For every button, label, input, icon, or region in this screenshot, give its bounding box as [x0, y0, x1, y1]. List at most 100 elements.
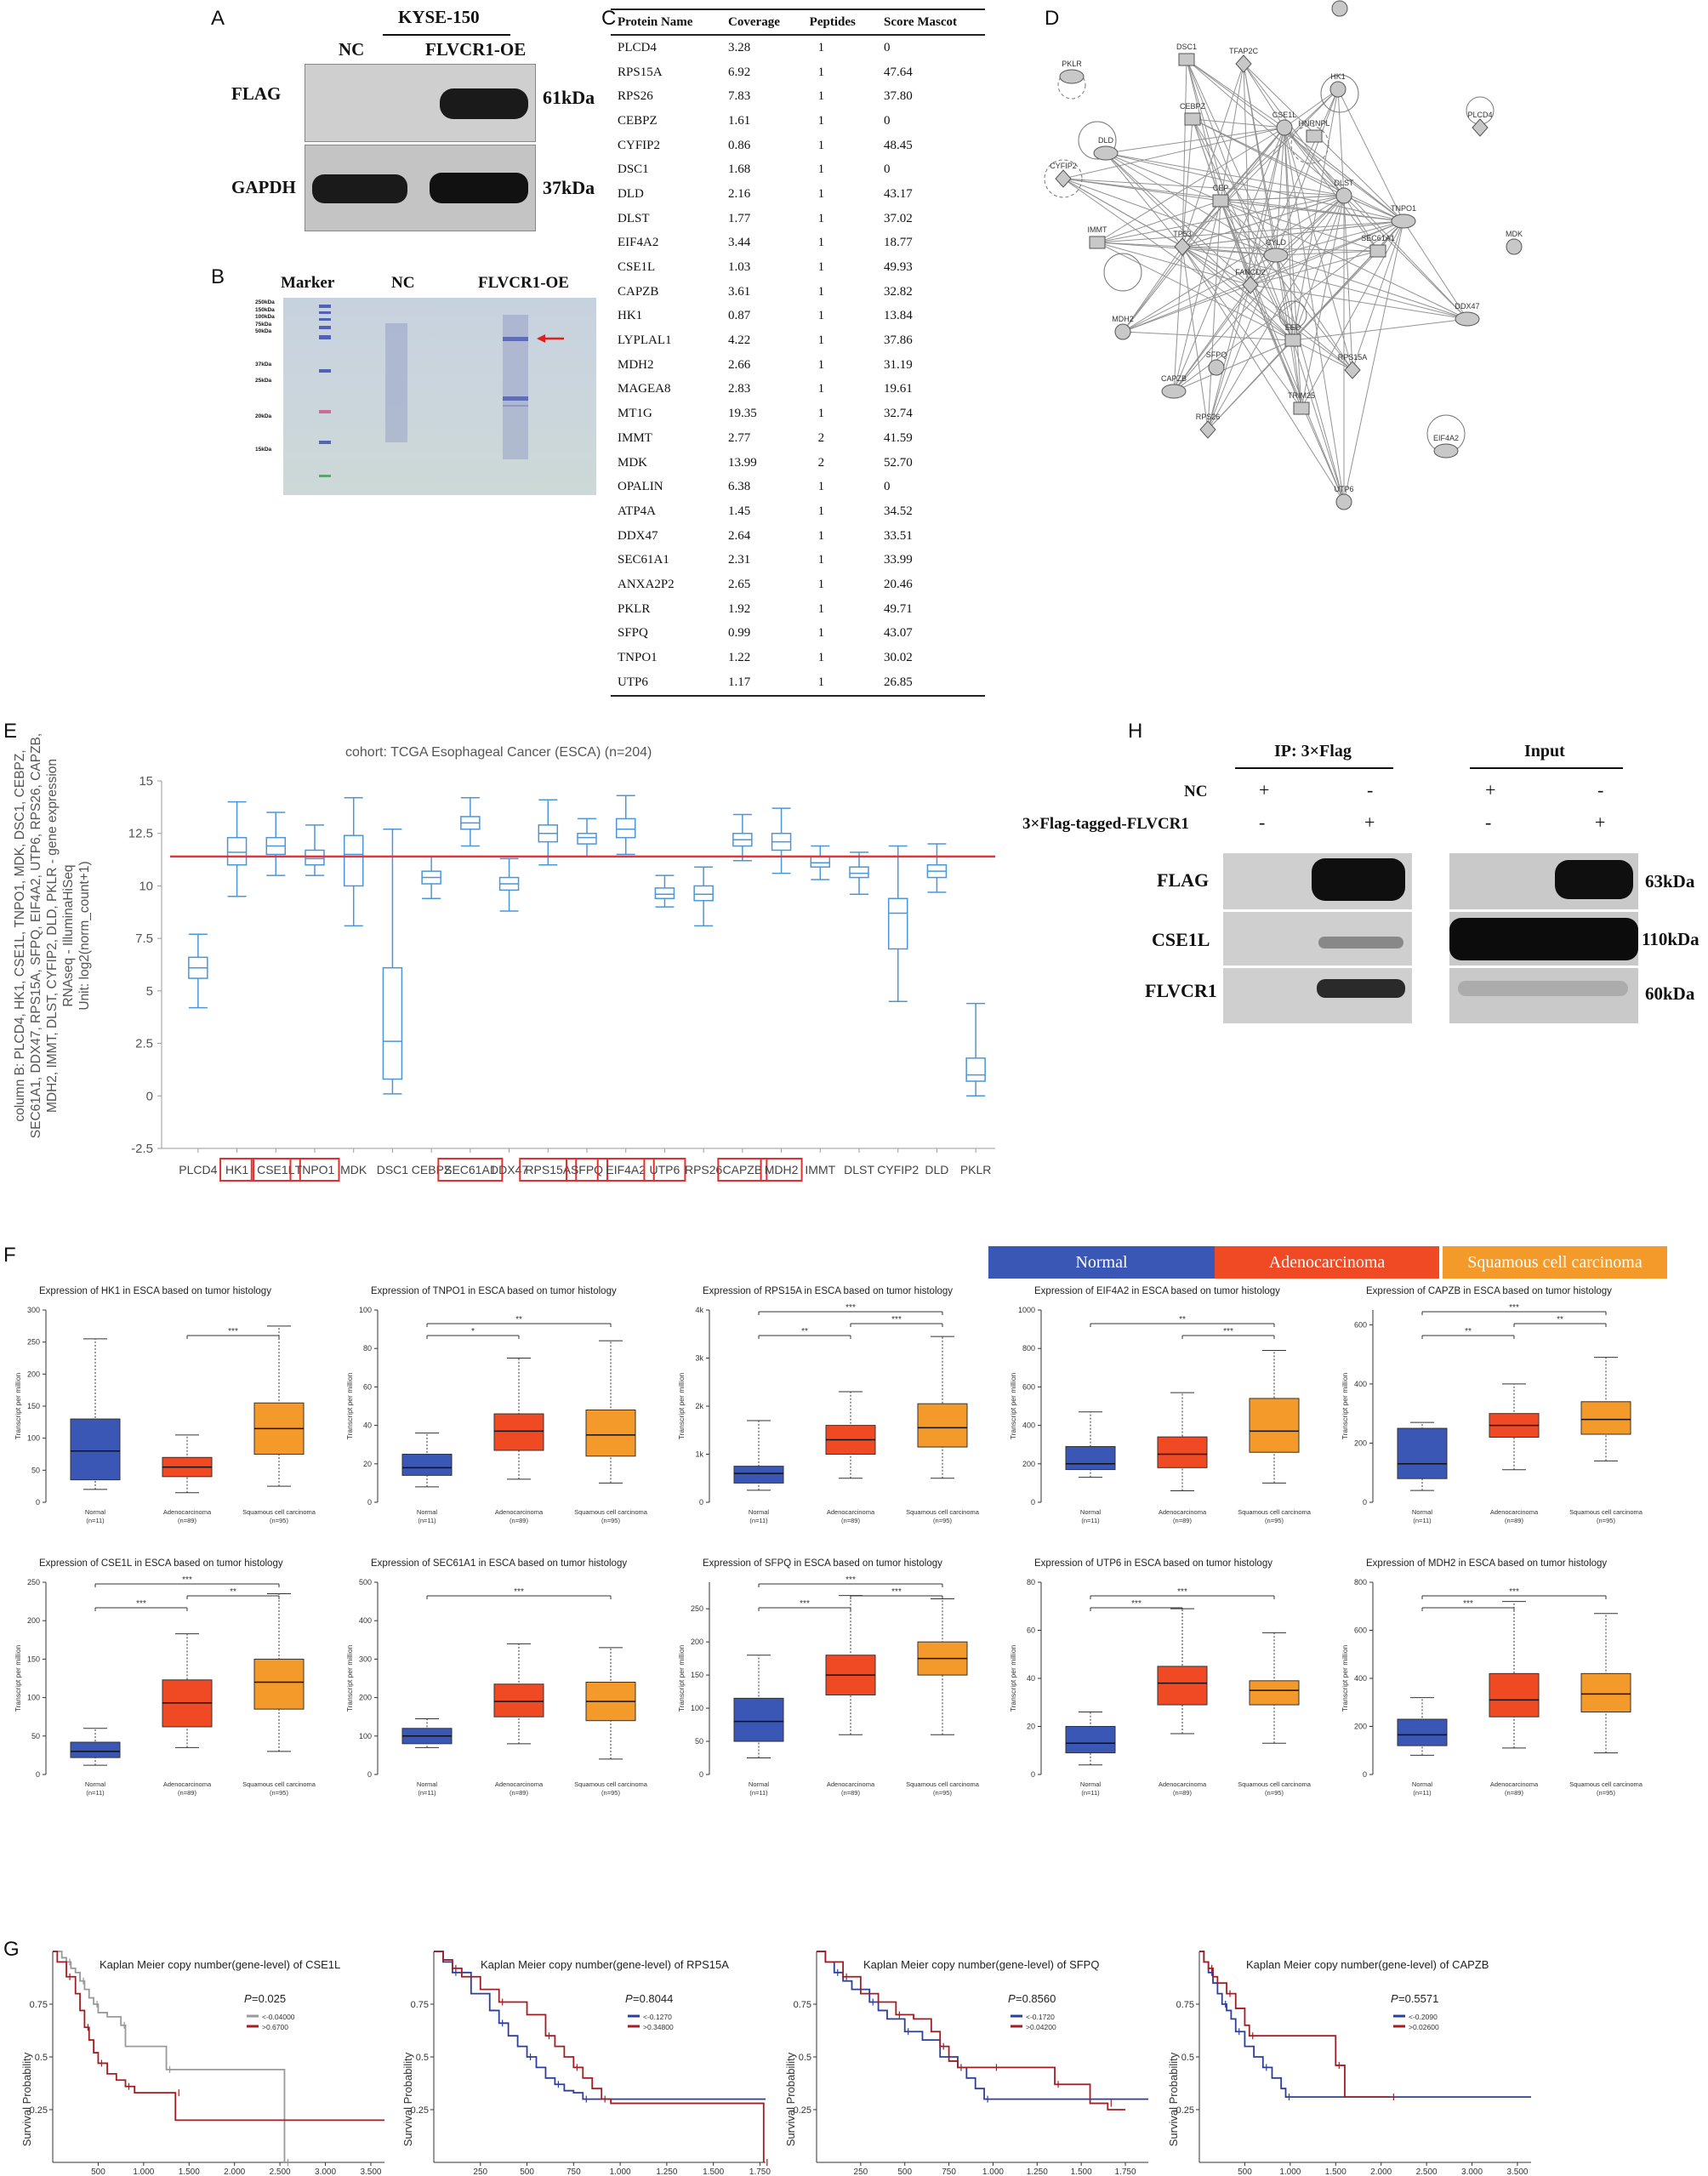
cell-score: 30.02 [884, 651, 913, 665]
gel-arrowhead [537, 334, 545, 343]
gel-oe-smear [503, 315, 528, 459]
ylabel-line: Unit: log2(norm_count+1) [77, 861, 92, 1011]
network-edge [1181, 200, 1221, 248]
table-row: UTP6 1.17 1 26.85 [611, 669, 985, 697]
n-label: (n=11) [86, 1789, 105, 1797]
box [1397, 1718, 1448, 1746]
y-tick-label: 0 [36, 1770, 40, 1779]
ladder-band [319, 441, 331, 444]
y-tick-label: 800 [1022, 1344, 1035, 1353]
h-kda-2: 110kDa [1642, 929, 1699, 949]
category-label: PLCD4 [179, 1163, 217, 1176]
gel-band [503, 396, 528, 401]
y-tick-label: 200 [27, 1616, 40, 1625]
km-plot: 0.25 0.5 0.75 Survival Probability 500 1,000 1… [1167, 1951, 1531, 2174]
y-tick-label: 500 [359, 1578, 372, 1586]
x-tick-label: 1,000 [982, 2167, 1004, 2174]
table-row: HK1 0.87 1 13.84 [611, 305, 985, 329]
network-edge [1301, 220, 1404, 409]
y-tick-label: 80 [1027, 1578, 1035, 1586]
network-edge [1181, 246, 1302, 409]
cell-protein: CEBPZ [618, 113, 658, 128]
network-edge [1096, 127, 1285, 243]
network-node-label: IMMT [1088, 225, 1107, 234]
highlight-box [596, 1158, 655, 1182]
network-node [1284, 333, 1301, 347]
blot-h-ip [1223, 853, 1412, 1023]
th-protein: Protein Name [611, 9, 722, 36]
legend-label: <-0.2090 [1409, 2013, 1438, 2021]
y-tick-label: 0 [1031, 1770, 1035, 1779]
blot-h-ip-cse1l-band [1318, 937, 1403, 948]
y-tick-label: 40 [1027, 1674, 1035, 1683]
x-label: Adenocarcinoma [827, 1508, 875, 1516]
n-label: (n=89) [178, 1517, 196, 1524]
gel-nc-smear [385, 323, 407, 442]
km-p-value: =0.5571 [1398, 1992, 1438, 2005]
network-edge [1173, 284, 1251, 392]
table-row: MDK 13.99 2 52.70 [611, 451, 985, 476]
network-node-label: TNPO1 [1391, 204, 1416, 213]
cell-score: 13.84 [884, 309, 913, 323]
network-edge [1062, 178, 1221, 202]
cell-score: 0 [884, 162, 891, 177]
network-edge [1186, 59, 1221, 202]
n-label: (n=11) [418, 1789, 436, 1797]
gel-ladder-labels: 250kDa 150kDa 100kDa 75kDa 50kDa 37kDa 2… [255, 299, 289, 453]
cell-coverage: 1.03 [728, 260, 751, 275]
x-tick-label: 500 [897, 2167, 912, 2174]
box [1580, 1672, 1631, 1713]
box [887, 897, 908, 950]
cell-score: 34.52 [884, 504, 913, 518]
km-plot: 0.25 0.5 0.75 Survival Probability 250 500 750… [401, 1951, 771, 2174]
network-edge [1181, 63, 1244, 248]
expression-chart-title: Expression of TNPO1 in ESCA based on tum… [371, 1286, 617, 1296]
x-label: Adenocarcinoma [1490, 1508, 1539, 1516]
category-label: PKLR [960, 1163, 992, 1176]
box [577, 832, 597, 845]
cell-coverage: 2.31 [728, 553, 751, 567]
cell-score: 19.61 [884, 382, 913, 396]
box [70, 1418, 121, 1481]
network-edge [1275, 88, 1339, 256]
y-tick-label: 0.5 [416, 2053, 429, 2063]
cell-coverage: 3.61 [728, 284, 751, 299]
ylabel-line: RNAseq - IlluminaHiSeq [61, 864, 76, 1007]
cell-protein: IMMT [618, 430, 652, 445]
y-tick-label: 0.25 [30, 2105, 48, 2116]
y-tick-label: 0.75 [794, 2000, 811, 2010]
blot-h-input-divider [1449, 909, 1638, 912]
x-label: Normal [417, 1508, 438, 1516]
box [493, 1413, 544, 1451]
network-edge [1284, 127, 1294, 341]
x-label: Squamous cell carcinoma [906, 1780, 980, 1788]
cell-peptides: 1 [817, 407, 825, 421]
highlight-box [566, 1158, 608, 1182]
y-tick-label: 0 [1363, 1770, 1367, 1779]
highlight-box [437, 1158, 504, 1182]
cell-score: 26.85 [877, 669, 985, 697]
km-p-value: =0.8044 [633, 1992, 673, 2005]
x-tick-label: 750 [566, 2167, 581, 2174]
protein-table-header: Protein Name Coverage Peptides Score Mas… [611, 9, 985, 36]
y-tick-label: 15 [139, 774, 153, 789]
network-edge [1105, 152, 1404, 222]
network-node-label: CEBPZ [1180, 102, 1206, 111]
category-label: RPS15A [525, 1163, 571, 1176]
cell-peptides: 1 [817, 504, 825, 518]
n-label: (n=95) [1597, 1789, 1615, 1797]
network-node [1093, 145, 1119, 161]
significance-label: *** [514, 1587, 524, 1597]
box [615, 817, 636, 839]
network-edge [1181, 220, 1404, 248]
ip-header: IP: 3×Flag [1274, 742, 1352, 760]
network-edge [1292, 88, 1339, 341]
n-label: (n=11) [1413, 1517, 1432, 1524]
network-node [1208, 359, 1225, 376]
y-axis-label: Transcript per million [14, 1372, 22, 1439]
legend-adenocarcinoma: Adenocarcinoma [1215, 1246, 1439, 1279]
y-tick-label: 10 [139, 879, 153, 893]
network-edge [1220, 195, 1345, 202]
table-row: TNPO1 1.22 1 30.02 [611, 646, 985, 670]
network-edge [1062, 178, 1294, 341]
